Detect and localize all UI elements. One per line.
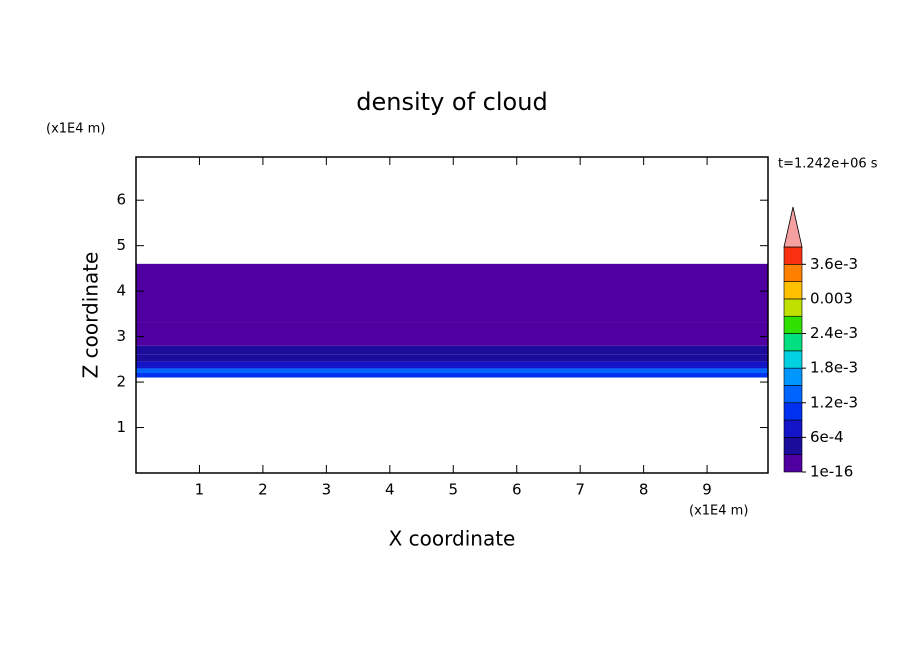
plot-frame xyxy=(135,156,769,474)
chart-title: density of cloud xyxy=(356,88,547,116)
contour-band xyxy=(136,345,768,355)
colorbar-box xyxy=(783,437,803,455)
colorbar-box xyxy=(783,350,803,369)
contour-band xyxy=(136,368,768,373)
x-tick-label: 9 xyxy=(702,481,712,499)
colorbar-box xyxy=(783,298,803,317)
colorbar-box xyxy=(783,246,803,265)
colorbar-label: 1.2e-3 xyxy=(810,393,858,411)
x-tick-label: 1 xyxy=(195,481,205,499)
x-tick-label: 8 xyxy=(639,481,649,499)
y-tick-label: 1 xyxy=(116,418,126,436)
colorbar-box xyxy=(783,419,803,438)
y-tick-label: 5 xyxy=(116,236,126,254)
x-tick-label: 5 xyxy=(448,481,458,499)
colorbar-label: 1e-16 xyxy=(810,463,853,481)
colorbar-box xyxy=(783,281,803,300)
colorbar-box xyxy=(783,315,803,334)
x-tick-label: 3 xyxy=(322,481,332,499)
x-tick-label: 7 xyxy=(575,481,585,499)
x-tick-label: 2 xyxy=(258,481,268,499)
x-unit: (x1E4 m) xyxy=(689,504,748,519)
colorbar-box xyxy=(783,454,803,473)
contour-band xyxy=(136,361,768,369)
colorbar-label: 1.8e-3 xyxy=(810,359,858,377)
y-tick-label: 3 xyxy=(116,327,126,345)
y-tick-label: 2 xyxy=(116,373,126,391)
x-tick-label: 4 xyxy=(385,481,395,499)
contour-band xyxy=(136,263,768,323)
colorbar-extend xyxy=(783,206,803,248)
colorbar-label: 0.003 xyxy=(810,289,853,307)
colorbar-label: 6e-4 xyxy=(810,428,844,446)
y-tick-label: 6 xyxy=(116,191,126,209)
y-axis-label: Z coordinate xyxy=(79,252,103,379)
y-unit: (x1E4 m) xyxy=(46,122,105,137)
x-tick-label: 6 xyxy=(512,481,522,499)
y-tick-label: 4 xyxy=(116,282,126,300)
colorbar-box xyxy=(783,385,803,404)
contour-band xyxy=(136,354,768,362)
contour-band xyxy=(136,372,768,378)
colorbar-box xyxy=(783,264,803,282)
colorbar-box xyxy=(783,402,803,421)
colorbar-label: 2.4e-3 xyxy=(810,324,858,342)
contour-band xyxy=(136,322,768,346)
x-axis-label: X coordinate xyxy=(389,527,516,551)
colorbar-box xyxy=(783,367,803,386)
colorbar-label: 3.6e-3 xyxy=(810,255,858,273)
colorbar-box xyxy=(783,333,803,352)
time-label: t=1.242e+06 s xyxy=(778,157,878,172)
